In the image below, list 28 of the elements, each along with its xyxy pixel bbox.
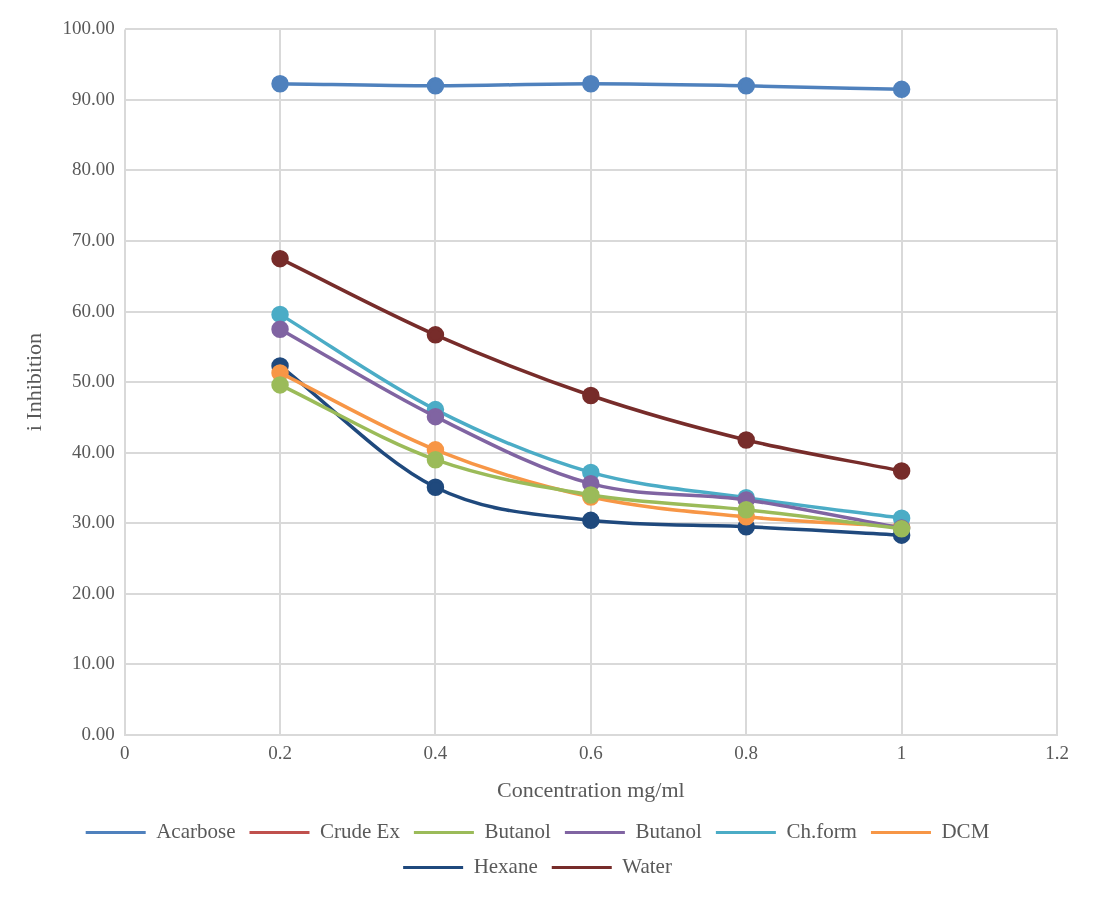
y-axis-title: i Inhibition (20, 332, 46, 432)
y-tick-label: 0.00 (81, 722, 115, 744)
y-tick-label: 40.00 (71, 440, 115, 462)
x-tick-label: 0.4 (423, 742, 448, 764)
x-tick-label: 0.6 (578, 742, 603, 764)
x-tick-label: 0.2 (268, 742, 292, 764)
y-tick-label: 70.00 (71, 229, 115, 250)
x-axis-title: Concentration mg/ml (497, 776, 685, 802)
y-tick-label: 10.00 (71, 652, 115, 674)
legend-label: Butanol (484, 819, 552, 844)
x-tick-label: 0.8 (734, 742, 759, 764)
y-tick-label: 30.00 (71, 511, 115, 533)
x-tick-label: 1.2 (1045, 742, 1069, 764)
legend-label: Butanol (635, 819, 703, 844)
x-tick-label: 0 (119, 742, 130, 764)
legend-label: Water (622, 854, 672, 879)
y-tick-label: 80.00 (71, 158, 115, 180)
y-tick-label: 90.00 (71, 87, 115, 109)
legend-label: DCM (941, 819, 990, 844)
y-tick-label: 20.00 (71, 581, 115, 603)
y-tick-label: 60.00 (71, 299, 115, 321)
legend-label: Acarbose (156, 819, 236, 844)
x-tick-label: 1 (896, 742, 907, 764)
legend-label: Crude Ex (319, 819, 401, 844)
legend-label: Hexane (473, 854, 538, 879)
y-tick-label: 100.00 (62, 17, 115, 39)
y-tick-label: 50.00 (71, 370, 115, 392)
legend-label: Ch.form (786, 819, 857, 844)
